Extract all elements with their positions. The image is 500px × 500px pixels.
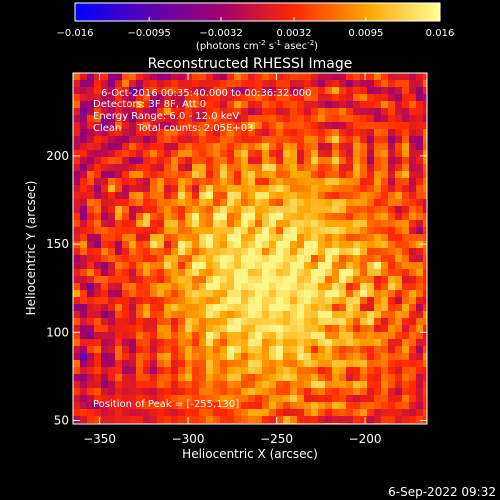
annotation-counts: Clean Total counts: 2.05E+03 bbox=[93, 123, 253, 134]
x-tick-label: −350 bbox=[83, 432, 116, 446]
x-tick-label: −250 bbox=[260, 432, 293, 446]
chart-title: Reconstructed RHESSI Image bbox=[148, 56, 353, 72]
colorbar-tick-label: 0.0095 bbox=[348, 28, 383, 39]
plot-frame bbox=[72, 72, 428, 425]
colorbar-tick-label: 0.016 bbox=[426, 28, 455, 39]
colorbar-tick-label: −0.0095 bbox=[127, 28, 170, 39]
peak-position-label: Position of Peak = [-255,130] bbox=[93, 399, 239, 410]
colorbar-ticks: −0.016 −0.0095 −0.0032 0.0032 0.0095 0.016 bbox=[56, 17, 454, 39]
axes: −350 −300 −250 −200 50 100 150 200 bbox=[46, 73, 427, 446]
colorbar-tick-label: 0.0032 bbox=[277, 28, 312, 39]
colorbar bbox=[74, 2, 441, 22]
colorbar-tick-label: −0.0032 bbox=[199, 28, 242, 39]
y-tick-label: 150 bbox=[46, 237, 69, 251]
x-tick-label: −300 bbox=[172, 432, 205, 446]
y-tick-label: 50 bbox=[54, 413, 69, 427]
y-tick-label: 200 bbox=[46, 149, 69, 163]
x-axis-label: Heliocentric X (arcsec) bbox=[182, 447, 318, 461]
colorbar-units: (photons cm-2 s-1 asec-2) bbox=[196, 39, 318, 52]
annotation-detectors: Detectors: 3F 8F, Att 0 bbox=[93, 99, 206, 110]
heatmap-image bbox=[73, 73, 427, 424]
annotation-energy: Energy Range: 6.0 - 12.0 keV bbox=[93, 111, 239, 122]
colorbar-tick-label: −0.016 bbox=[56, 28, 93, 39]
annotation-time: 6-Oct-2016 00:35:40.000 to 00:36:32.000 bbox=[101, 88, 312, 99]
y-axis-label: Heliocentric Y (arcsec) bbox=[24, 181, 38, 316]
x-tick-label: −200 bbox=[349, 432, 382, 446]
y-tick-label: 100 bbox=[46, 325, 69, 339]
footer-timestamp: 6-Sep-2022 09:32 bbox=[388, 485, 496, 499]
